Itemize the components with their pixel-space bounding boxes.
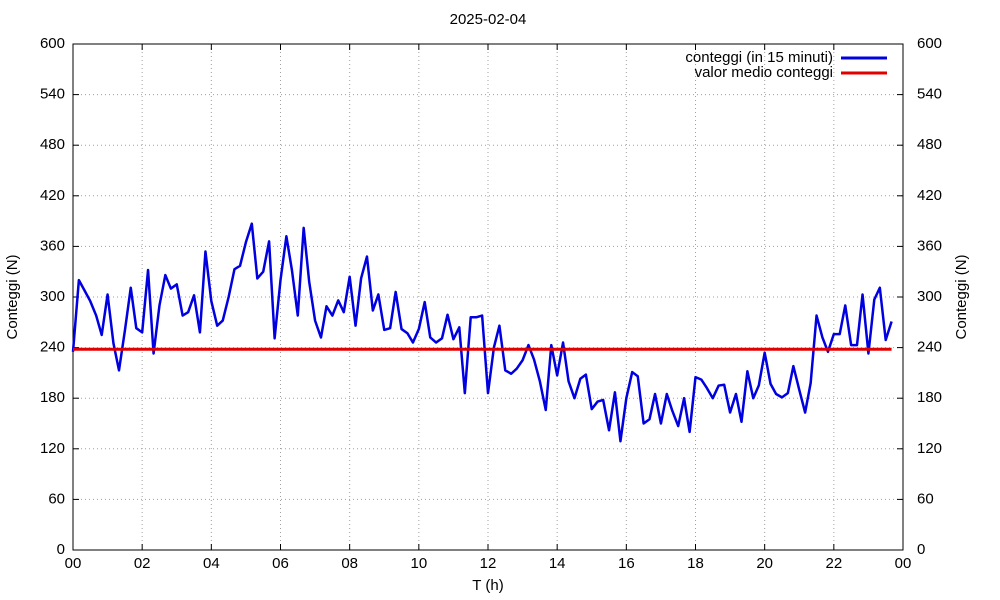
- y-tick-label: 420: [40, 187, 65, 204]
- y-axis-label: Conteggi (N): [4, 254, 21, 339]
- y2-tick-label: 600: [917, 35, 942, 52]
- x-axis-label: T (h): [472, 577, 503, 594]
- x-tick-label: 10: [410, 555, 427, 572]
- legend-label: valor medio conteggi: [695, 64, 833, 81]
- x-tick-label: 16: [618, 555, 635, 572]
- y2-tick-label: 420: [917, 187, 942, 204]
- x-tick-label: 18: [687, 555, 704, 572]
- x-tick-label: 12: [480, 555, 497, 572]
- y-tick-label: 540: [40, 86, 65, 103]
- y2-tick-label: 360: [917, 237, 942, 254]
- x-tick-label: 22: [825, 555, 842, 572]
- data-line: [71, 222, 893, 443]
- y-tick-label: 240: [40, 339, 65, 356]
- x-tick-label: 00: [65, 555, 82, 572]
- y-tick-label: 600: [40, 35, 65, 52]
- x-tick-label: 00: [895, 555, 912, 572]
- y2-tick-label: 60: [917, 490, 934, 507]
- y-tick-label: 60: [48, 490, 65, 507]
- y-tick-label: 0: [57, 541, 65, 558]
- y-tick-label: 120: [40, 440, 65, 457]
- y2-tick-label: 180: [917, 389, 942, 406]
- y2-tick-label: 120: [917, 440, 942, 457]
- y-tick-label: 180: [40, 389, 65, 406]
- x-tick-label: 20: [756, 555, 773, 572]
- y2-tick-label: 240: [917, 339, 942, 356]
- y2-tick-label: 0: [917, 541, 925, 558]
- y-tick-label: 300: [40, 288, 65, 305]
- x-tick-label: 14: [549, 555, 566, 572]
- y2-tick-label: 300: [917, 288, 942, 305]
- x-tick-label: 06: [272, 555, 289, 572]
- y2-tick-label: 480: [917, 136, 942, 153]
- y-tick-label: 360: [40, 237, 65, 254]
- chart-title: 2025-02-04: [450, 11, 527, 28]
- y2-axis-label: Conteggi (N): [953, 254, 970, 339]
- x-tick-label: 02: [134, 555, 151, 572]
- y-tick-label: 480: [40, 136, 65, 153]
- legend-label: conteggi (in 15 minuti): [685, 49, 833, 66]
- y2-tick-label: 540: [917, 86, 942, 103]
- x-tick-label: 04: [203, 555, 220, 572]
- plot-frame: [72, 43, 904, 551]
- x-tick-label: 08: [341, 555, 358, 572]
